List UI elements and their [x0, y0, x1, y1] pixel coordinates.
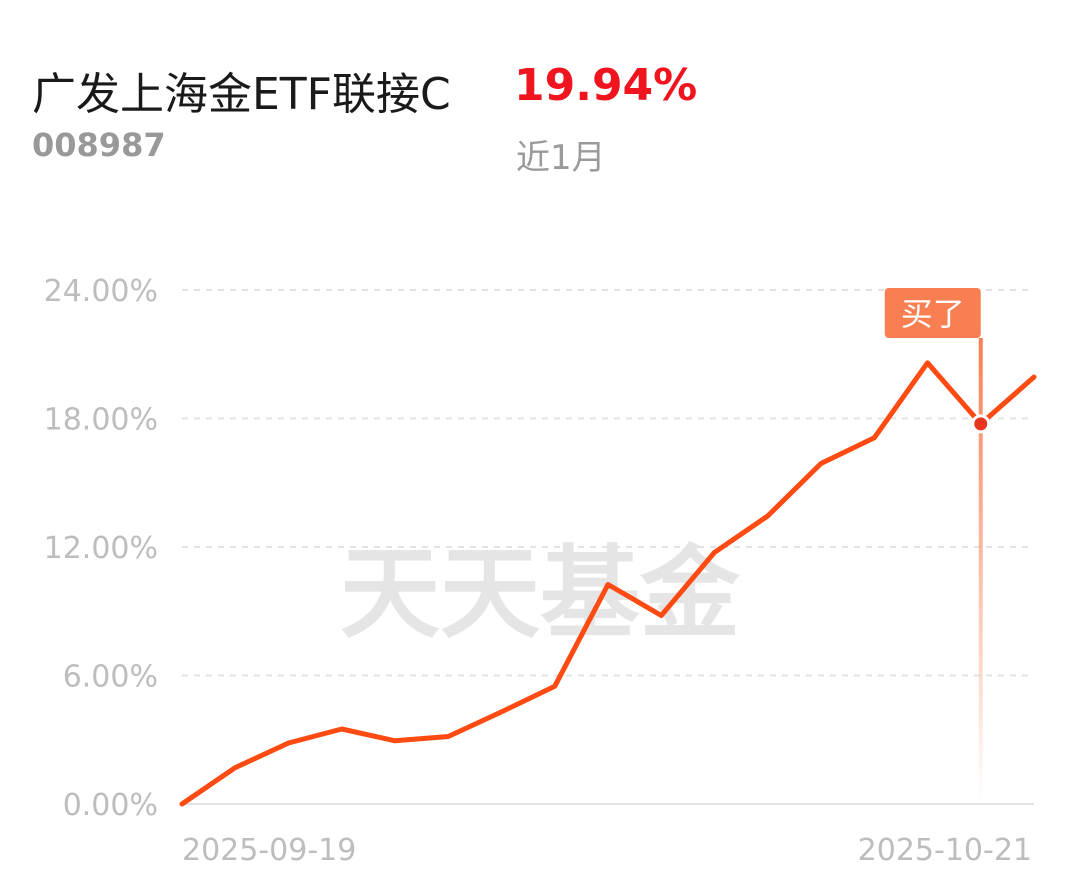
fund-name: 广发上海金ETF联接C: [32, 69, 451, 120]
y-tick-label: 12.00%: [44, 531, 158, 566]
x-tick-label: 2025-09-19: [182, 833, 356, 868]
y-tick-label: 0.00%: [63, 788, 158, 823]
return-value: 19.94%: [514, 60, 698, 111]
marker-tag-label: 买了: [901, 295, 965, 333]
fund-code: 008987: [32, 126, 166, 164]
period-label[interactable]: 近1月: [516, 138, 606, 178]
series-line[interactable]: [179, 360, 1037, 807]
marker-tag[interactable]: [884, 288, 981, 338]
x-tick-label: 2025-10-21: [858, 833, 1032, 868]
y-tick-label: 18.00%: [44, 403, 158, 438]
marker-point[interactable]: [971, 414, 991, 434]
y-tick-label: 24.00%: [44, 274, 158, 309]
watermark: 天天基金: [340, 534, 741, 652]
y-tick-label: 6.00%: [63, 660, 158, 695]
marker-line: [978, 338, 983, 804]
